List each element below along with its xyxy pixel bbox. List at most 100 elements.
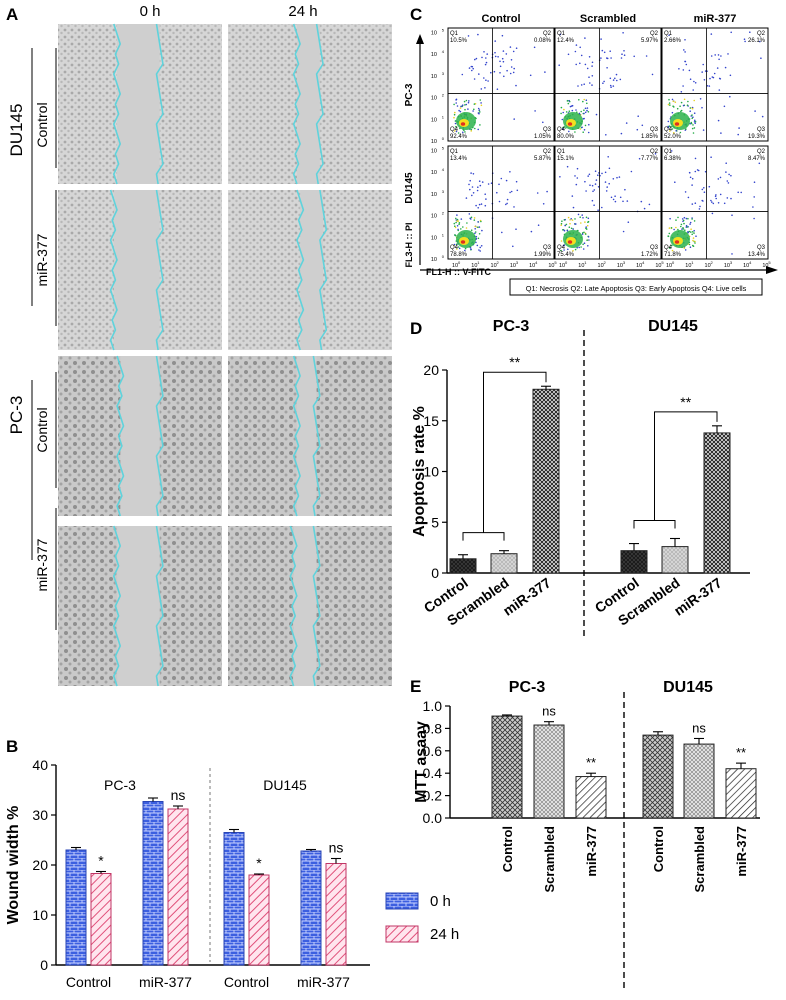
- quadrant-name: Q2: [650, 149, 659, 155]
- bar: [490, 553, 518, 574]
- microscopy-image: [58, 23, 222, 185]
- quadrant-name: Q1: [557, 149, 566, 155]
- flow-tick-exponent: 3: [730, 260, 733, 265]
- x-tick-label: miR-377: [297, 974, 350, 990]
- quadrant-name: Q1: [450, 31, 459, 37]
- quadrant-value-q1: 10.5%: [450, 38, 468, 44]
- quadrant-value-q2: 5.87%: [534, 156, 552, 162]
- y-tick-label: 20: [423, 362, 439, 378]
- quadrant-name: Q3: [650, 245, 659, 251]
- y-tick-label: 40: [32, 757, 48, 773]
- flow-tick-label: 10: [431, 139, 437, 145]
- quadrant-value-q3: 19.3%: [748, 134, 766, 140]
- flow-tick-exponent: 3: [516, 260, 519, 265]
- quadrant-name: Q1: [664, 149, 673, 155]
- flow-tick-label: 10: [559, 263, 565, 269]
- flow-tick-label: 10: [617, 263, 623, 269]
- flow-tick-exponent: 4: [642, 260, 645, 265]
- quadrant-name: Q1: [664, 31, 673, 37]
- chart-b-wound-width: 0 10 20 30 40 Wound width % * Control ns miR-377 *…: [5, 757, 459, 990]
- x-tick-label: Control: [500, 826, 515, 872]
- x-tick-label: miR-377: [671, 574, 725, 618]
- bar: [683, 743, 715, 819]
- significance-label: **: [680, 394, 691, 410]
- group-label: DU145: [663, 679, 713, 696]
- quadrant-name: Q3: [543, 245, 552, 251]
- quadrant-value-q2: 7.77%: [641, 156, 659, 162]
- flow-tick-exponent: 0: [458, 260, 461, 265]
- flow-tick-exponent: 0: [672, 260, 675, 265]
- flow-tick-label: 10: [471, 263, 477, 269]
- significance-label: ns: [171, 787, 186, 803]
- microscopy-image: [228, 525, 392, 687]
- flow-tick-exponent: 2: [604, 260, 607, 265]
- quadrant-value-q2: 8.47%: [748, 156, 766, 162]
- quadrant-value-q4: 80.0%: [557, 134, 575, 140]
- panel-label-e: E: [410, 677, 421, 696]
- quadrant-name: Q4: [557, 127, 566, 133]
- flow-tick-exponent: 4: [442, 167, 445, 172]
- flow-tick-label: 10: [431, 148, 437, 154]
- flow-tick-label: 10: [636, 263, 642, 269]
- panel-a: A 0 h 24 h DU145 PC-3 Control miR-377 Co…: [6, 3, 392, 687]
- flow-tick-label: 10: [431, 30, 437, 36]
- quadrant-name: Q3: [543, 127, 552, 133]
- quadrant-name: Q2: [650, 31, 659, 37]
- panel-b: B 0 10 20 30 40 Wound width % * Control ns miR-37…: [5, 737, 459, 990]
- significance-label: *: [98, 853, 104, 869]
- flow-plot: Q115.1%Q27.77%Q31.72%Q475.4%100101102103…: [554, 145, 664, 269]
- significance-bracket: [483, 371, 547, 533]
- quadrant-value-q3: 1.05%: [534, 134, 552, 140]
- x-tick-label: miR-377: [500, 574, 554, 618]
- quadrant-value-q1: 13.4%: [450, 156, 468, 162]
- flow-tick-label: 10: [431, 74, 437, 80]
- flow-col-header: Scrambled: [580, 13, 636, 25]
- bar: [642, 734, 674, 819]
- flow-tick-label: 10: [685, 263, 691, 269]
- quadrant-name: Q1: [450, 149, 459, 155]
- bar: [142, 801, 164, 966]
- microscopy-image: [58, 189, 222, 351]
- y-tick-label: 20: [32, 857, 48, 873]
- group-label: PC-3: [509, 679, 546, 696]
- y-tick-label: 10: [423, 464, 439, 480]
- panel-a-row-label: Control: [34, 407, 50, 452]
- legend-label: 0 h: [430, 893, 451, 910]
- y-axis-label: Apoptosis rate %: [411, 406, 428, 537]
- quadrant-value-q4: 75.4%: [557, 252, 575, 258]
- quadrant-value-q1: 2.66%: [664, 38, 682, 44]
- bar: [620, 550, 648, 574]
- flow-tick-label: 10: [431, 214, 437, 220]
- flow-tick-label: 10: [655, 263, 661, 269]
- legend-swatch: [385, 892, 419, 910]
- panel-label-d: D: [410, 319, 422, 338]
- quadrant-name: Q4: [557, 245, 566, 251]
- x-tick-label: miR-377: [584, 826, 599, 877]
- panel-a-group-pc3: PC-3: [7, 396, 26, 435]
- significance-label: *: [256, 855, 262, 871]
- panel-a-col-header-0h: 0 h: [140, 3, 161, 20]
- panel-a-row-label: Control: [34, 102, 50, 147]
- flow-tick-label: 10: [431, 170, 437, 176]
- flow-tick-exponent: 5: [768, 260, 771, 265]
- quadrant-name: Q3: [757, 245, 766, 251]
- quadrant-value-q4: 71.8%: [664, 252, 682, 258]
- flow-tick-label: 10: [724, 263, 730, 269]
- bar: [223, 832, 245, 966]
- flow-tick-exponent: 2: [497, 260, 500, 265]
- x-tick-label: miR-377: [139, 974, 192, 990]
- significance-bracket: [462, 532, 505, 541]
- bar: [248, 874, 270, 966]
- flow-tick-label: 10: [548, 263, 554, 269]
- significance-label: **: [736, 745, 746, 760]
- flow-tick-label: 10: [598, 263, 604, 269]
- x-tick-label: Control: [651, 826, 666, 872]
- quadrant-name: Q2: [543, 149, 552, 155]
- significance-label: **: [586, 755, 596, 770]
- microscopy-image: [58, 525, 222, 687]
- microscopy-image: [58, 355, 222, 517]
- flow-plot: Q16.38%Q28.47%Q313.4%Q471.8%100101102103…: [661, 145, 771, 269]
